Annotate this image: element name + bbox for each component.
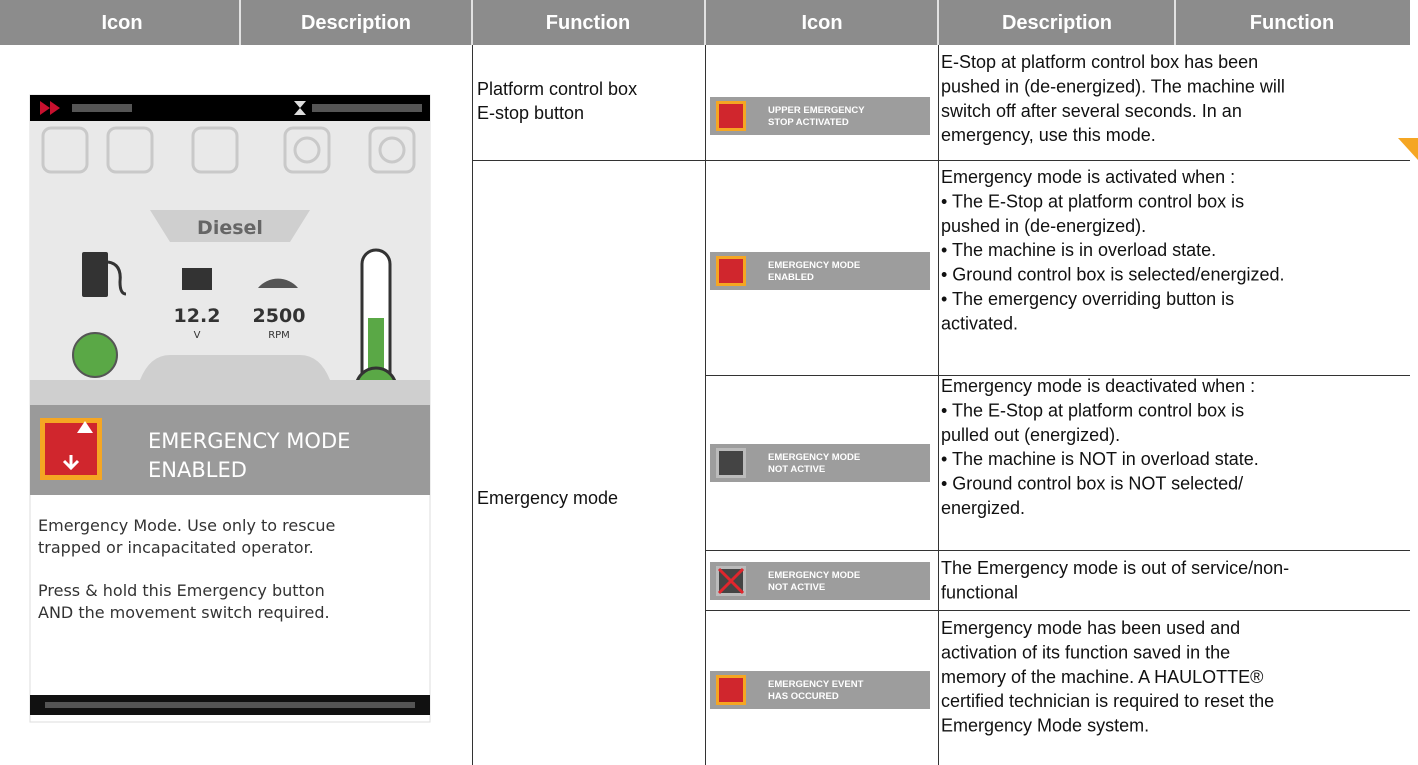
- description-text: • Ground control box is NOT selected/: [941, 474, 1243, 494]
- column-header: Description: [301, 12, 411, 34]
- column-header: Function: [546, 12, 630, 34]
- icon-label: HAS OCCURED: [768, 691, 839, 702]
- status-icon: [719, 678, 743, 702]
- description-text: Emergency Mode system.: [941, 716, 1149, 736]
- column-header: Function: [1250, 12, 1334, 34]
- description-text: Emergency mode is activated when :: [941, 167, 1235, 187]
- description-text: emergency, use this mode.: [941, 125, 1156, 145]
- table-lines: [472, 45, 1410, 765]
- description-text: pushed in (de-energized).: [941, 216, 1146, 236]
- corner-marker: [1398, 138, 1418, 160]
- description-text: activated.: [941, 313, 1018, 333]
- battery-unit: V: [194, 330, 201, 341]
- fuel-type: Diesel: [197, 217, 263, 239]
- description-text: • The machine is NOT in overload state.: [941, 449, 1259, 469]
- status-icon-cross: [717, 567, 745, 595]
- description-text: functional: [941, 582, 1018, 602]
- description-text: pushed in (de-energized). The machine wi…: [941, 76, 1285, 96]
- battery-value: 12.2: [174, 305, 221, 327]
- icon-label: EMERGENCY MODE: [768, 260, 860, 271]
- function-text: Emergency mode: [477, 488, 618, 508]
- column-header: Description: [1002, 12, 1112, 34]
- status-icon-bg: [710, 562, 930, 600]
- column-header: Icon: [801, 12, 842, 34]
- banner-text: EMERGENCY MODE: [148, 429, 350, 453]
- icon-label: EMERGENCY EVENT: [768, 679, 864, 690]
- banner-text: ENABLED: [148, 458, 247, 482]
- screen-message: Emergency Mode. Use only to rescue: [38, 516, 335, 535]
- description-text: energized.: [941, 498, 1025, 518]
- status-icon-bg: [710, 444, 930, 482]
- description-text: Emergency mode has been used and: [941, 618, 1240, 638]
- rpm-unit: RPM: [268, 330, 290, 341]
- function-text: E-stop button: [477, 103, 584, 123]
- status-icon: [719, 104, 743, 128]
- description-text: memory of the machine. A HAULOTTE®: [941, 667, 1263, 687]
- icon-label: NOT ACTIVE: [768, 582, 825, 593]
- screen-instruction: Press & hold this Emergency button: [38, 581, 325, 600]
- icon-label: NOT ACTIVE: [768, 464, 825, 475]
- description-text: E-Stop at platform control box has been: [941, 52, 1258, 72]
- description-text: Emergency mode is deactivated when :: [941, 376, 1255, 396]
- description-text: • The emergency overriding button is: [941, 289, 1234, 309]
- status-icon: [719, 259, 743, 283]
- header-separators: [239, 0, 1176, 45]
- status-icon-bg: [710, 97, 930, 135]
- description-text: • The E-Stop at platform control box is: [941, 191, 1244, 211]
- function-text: Platform control box: [477, 79, 637, 99]
- description-text: pulled out (energized).: [941, 425, 1120, 445]
- description-text: • Ground control box is selected/energiz…: [941, 265, 1285, 285]
- icon-label: EMERGENCY MODE: [768, 452, 860, 463]
- screen-instruction: AND the movement switch required.: [38, 603, 330, 622]
- description-text: The Emergency mode is out of service/non…: [941, 558, 1289, 578]
- icon-label: ENABLED: [768, 272, 814, 283]
- screen-message: trapped or incapacitated operator.: [38, 538, 314, 557]
- icon-label: UPPER EMERGENCY: [768, 105, 865, 116]
- description-text: switch off after several seconds. In an: [941, 101, 1242, 121]
- icon-label: EMERGENCY MODE: [768, 570, 860, 581]
- status-icon-bg: [710, 252, 930, 290]
- description-text: • The machine is in overload state.: [941, 240, 1216, 260]
- column-header: Icon: [101, 12, 142, 34]
- description-text: • The E-Stop at platform control box is: [941, 400, 1244, 420]
- status-icon-bg: [710, 671, 930, 709]
- description-text: activation of its function saved in the: [941, 642, 1230, 662]
- screen-image: [29, 94, 431, 723]
- rpm-value: 2500: [253, 305, 306, 327]
- icon-label: STOP ACTIVATED: [768, 117, 849, 128]
- description-text: certified technician is required to rese…: [941, 691, 1274, 711]
- status-icon: [719, 451, 743, 475]
